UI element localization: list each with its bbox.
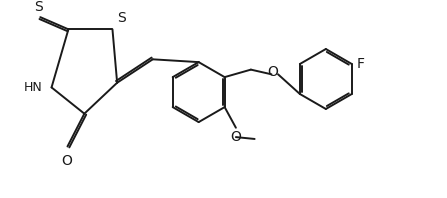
Text: F: F — [357, 57, 364, 71]
Text: O: O — [61, 154, 72, 168]
Text: O: O — [267, 65, 278, 79]
Text: S: S — [117, 11, 126, 25]
Text: O: O — [231, 130, 241, 144]
Text: S: S — [34, 0, 43, 14]
Text: HN: HN — [23, 81, 42, 94]
